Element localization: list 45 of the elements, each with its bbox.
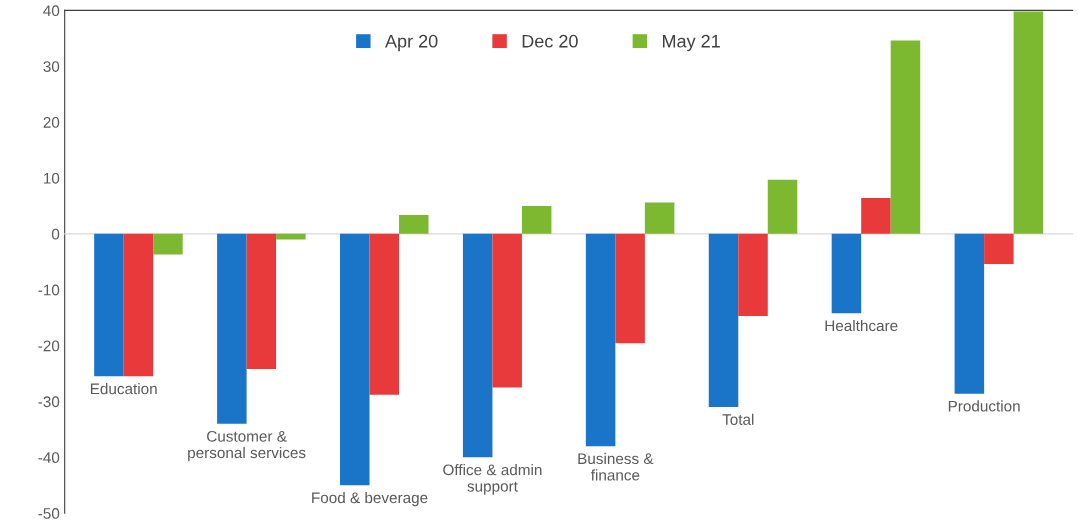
legend-label: Apr 20 [385, 34, 438, 52]
x-tick-label: Office & admin support [443, 464, 542, 495]
bar [708, 233, 739, 408]
y-tick-label: 10 [43, 172, 60, 184]
bar [369, 233, 400, 395]
x-tick-label: Education [90, 383, 157, 395]
y-tick-label: -50 [38, 508, 60, 519]
y-tick-label: -20 [38, 340, 60, 352]
bar [585, 233, 616, 447]
bar [615, 233, 645, 344]
bar [861, 198, 891, 234]
bar [1013, 11, 1044, 234]
y-tick-label: -10 [38, 284, 60, 296]
bar [644, 202, 675, 234]
x-tick-label: Food & beverage [312, 491, 428, 507]
bar [246, 233, 277, 370]
bar [217, 233, 247, 424]
bar [123, 233, 154, 377]
bar [94, 233, 124, 377]
bar [153, 233, 183, 255]
legend-label: Dec 20 [522, 34, 578, 48]
y-tick-label: 40 [43, 5, 60, 17]
bar [492, 233, 522, 388]
bar [954, 233, 985, 394]
x-tick-label: Customer & personal services [188, 430, 306, 462]
bar [984, 233, 1014, 265]
bar [767, 179, 798, 234]
x-tick-label: Healthcare [825, 319, 898, 332]
y-tick-label: 0 [51, 228, 60, 240]
x-tick-label: Production [948, 400, 1020, 412]
bar [462, 233, 493, 458]
bar [276, 233, 306, 240]
bar [340, 233, 370, 486]
bar [890, 40, 921, 234]
bar [399, 214, 429, 234]
legend-label: May 21 [662, 34, 720, 52]
bar [831, 233, 862, 314]
x-tick-label: Business & finance [578, 452, 654, 481]
y-tick-label: 20 [43, 117, 60, 128]
bar [738, 233, 768, 316]
y-tick-label: -40 [38, 452, 60, 464]
bar [521, 205, 552, 234]
y-tick-label: 30 [43, 61, 60, 72]
x-tick-label: Total [722, 413, 754, 425]
y-tick-label: -30 [38, 396, 60, 408]
